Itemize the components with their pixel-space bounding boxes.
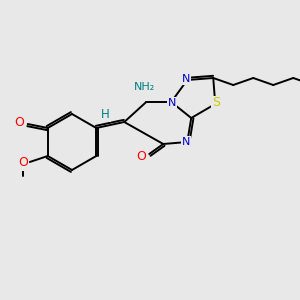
Text: O: O [18, 157, 28, 169]
Text: O: O [14, 116, 24, 130]
Text: H: H [101, 109, 110, 122]
Text: NH₂: NH₂ [134, 82, 155, 92]
Text: N: N [182, 74, 190, 84]
Text: N: N [168, 98, 176, 108]
Text: N: N [182, 137, 190, 147]
Text: S: S [212, 97, 220, 110]
Text: O: O [136, 149, 146, 163]
